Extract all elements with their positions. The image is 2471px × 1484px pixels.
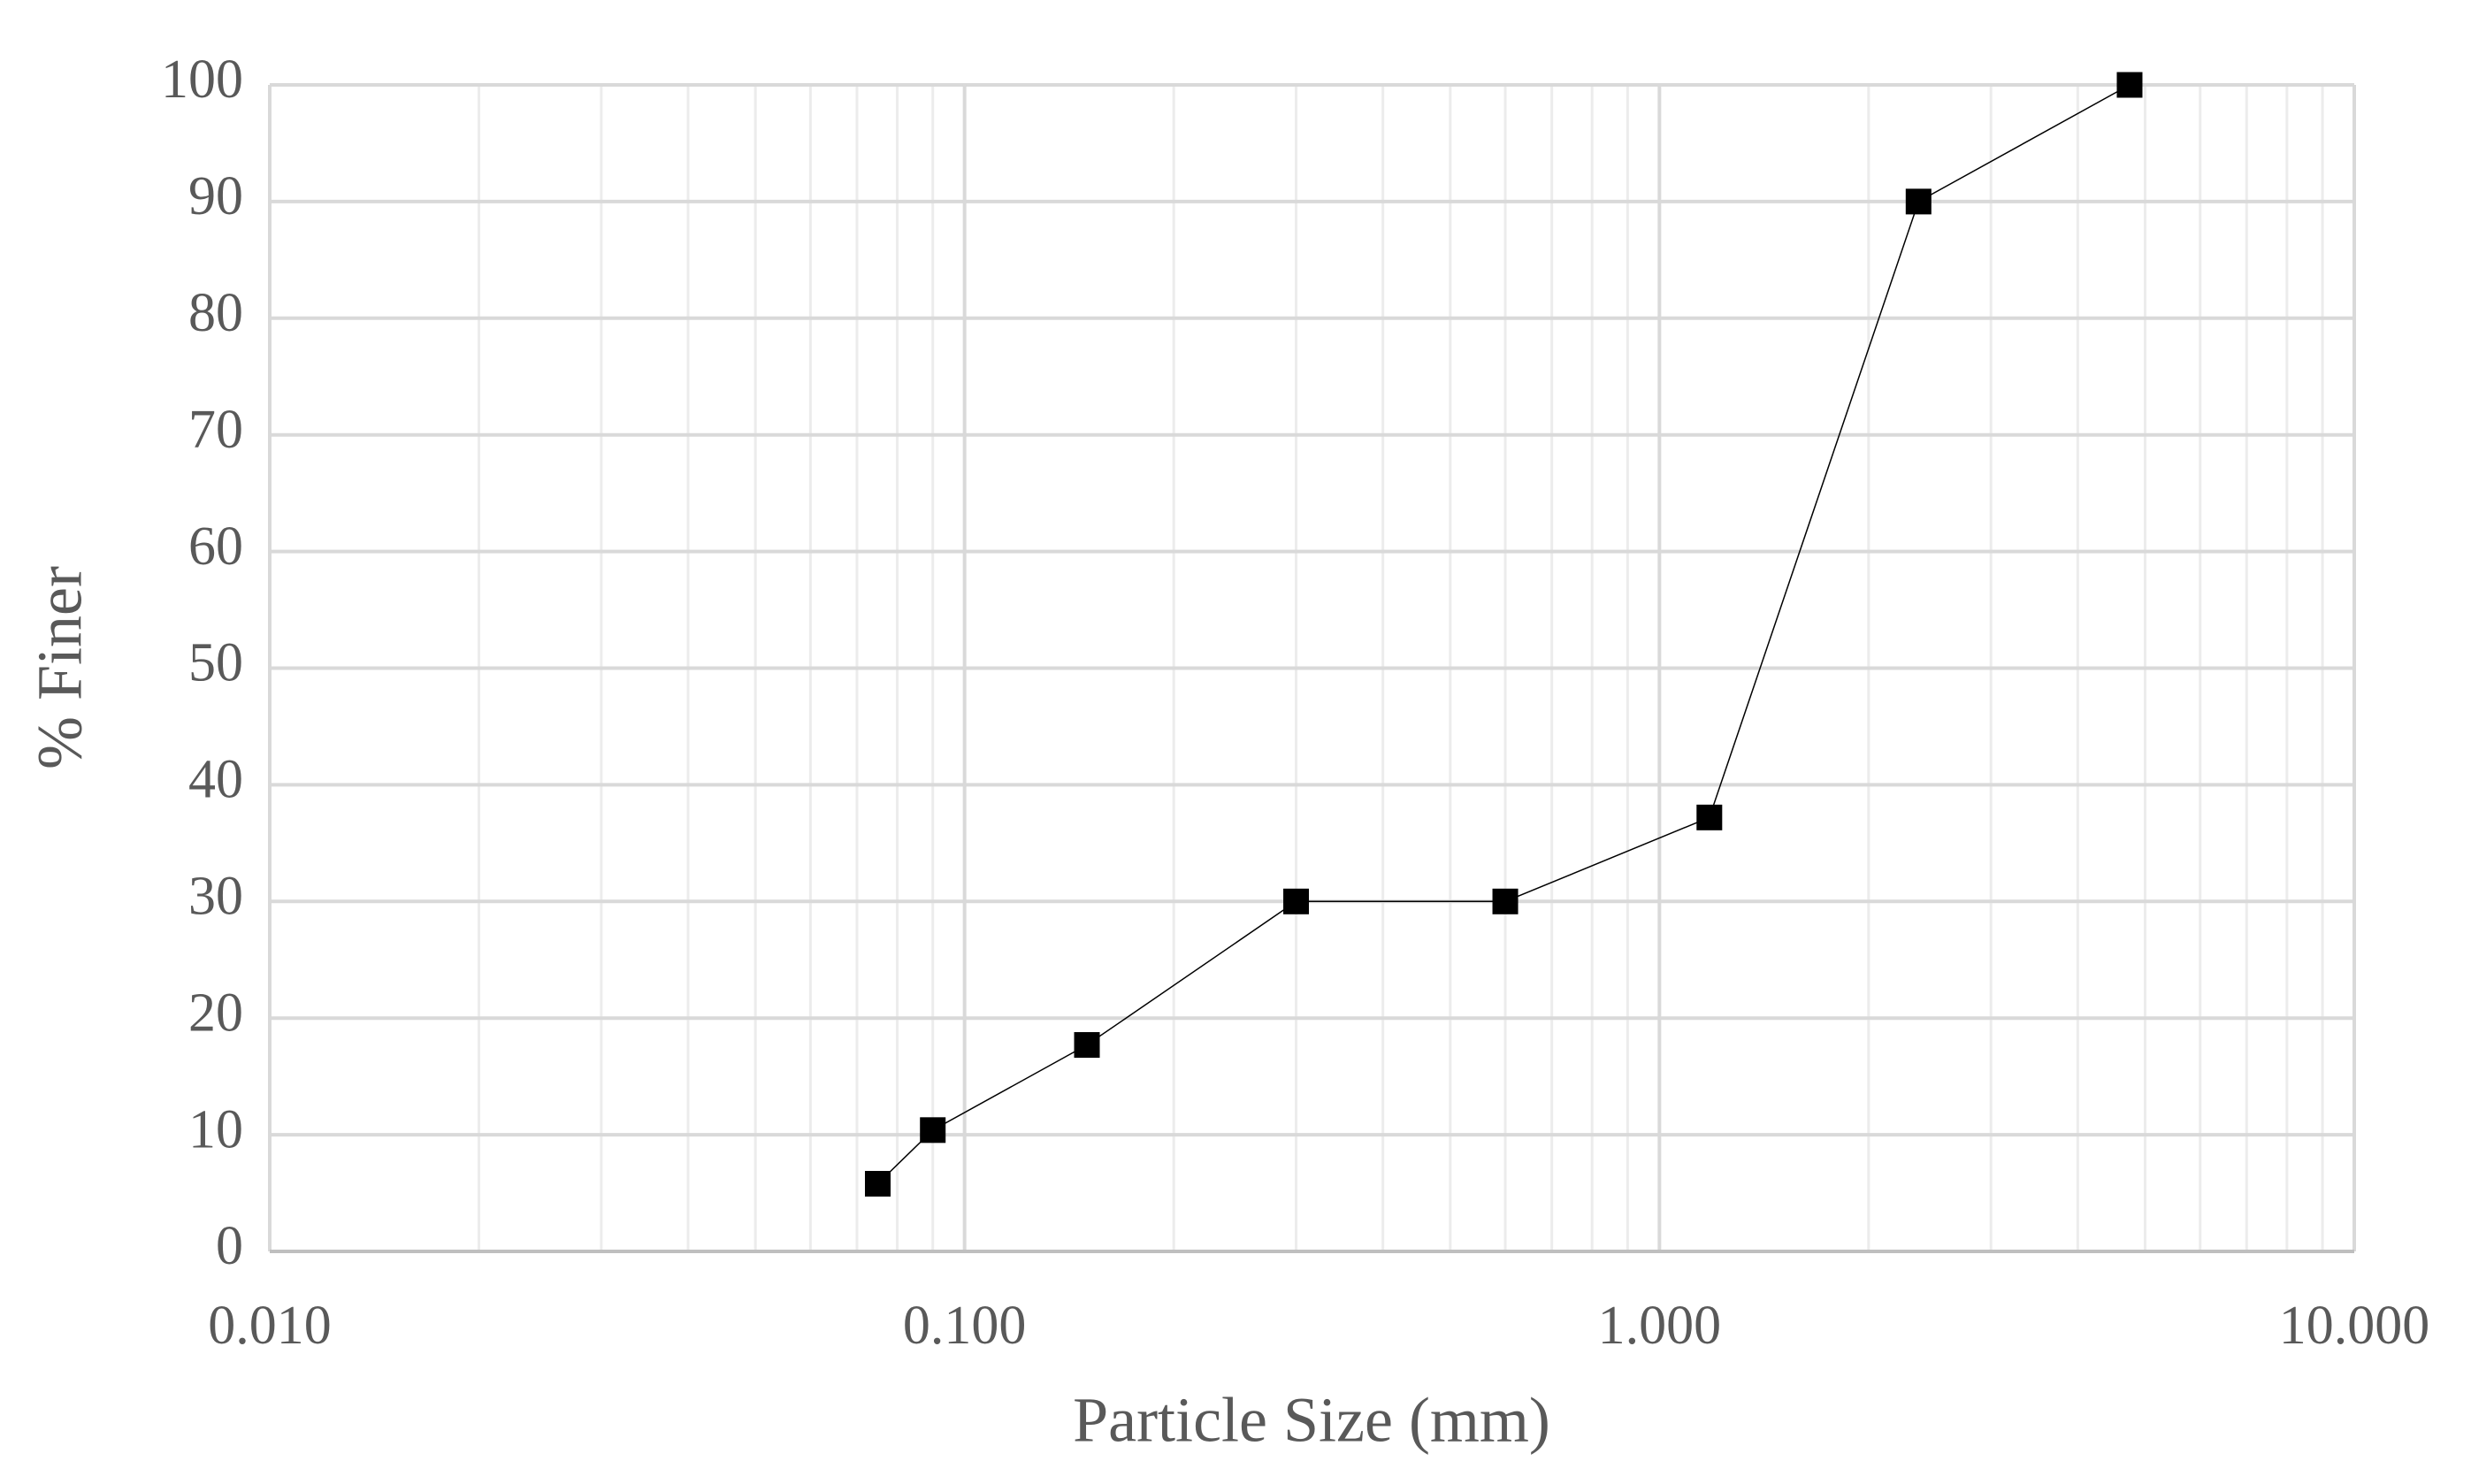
y-tick-label: 30	[188, 867, 243, 927]
y-tick-label: 50	[188, 633, 243, 693]
data-point	[920, 1117, 946, 1144]
data-point	[1492, 888, 1519, 914]
y-tick-label: 60	[188, 516, 243, 577]
x-tick-label: 1.000	[1598, 1296, 1722, 1356]
data-point	[1283, 888, 1310, 914]
y-tick-label: 40	[188, 750, 243, 810]
x-axis-label: Particle Size (mm)	[1073, 1385, 1550, 1456]
data-point	[865, 1170, 891, 1197]
x-tick-label: 10.000	[2279, 1296, 2430, 1356]
y-tick-label: 100	[161, 50, 243, 110]
y-tick-label: 10	[188, 1099, 243, 1159]
data-point	[1074, 1032, 1100, 1059]
x-tick-label: 0.010	[208, 1296, 332, 1356]
y-axis-label: % Finer	[25, 566, 96, 769]
y-tick-label: 70	[188, 400, 243, 460]
data-point	[1905, 188, 1932, 215]
series-line	[876, 84, 2131, 1185]
data-point	[2116, 72, 2143, 98]
y-tick-label: 90	[188, 166, 243, 226]
y-tick-label: 0	[216, 1216, 243, 1276]
data-point	[1696, 804, 1723, 830]
x-tick-label: 0.100	[903, 1296, 1027, 1356]
y-tick-label: 80	[188, 283, 243, 343]
y-tick-label: 20	[188, 983, 243, 1043]
